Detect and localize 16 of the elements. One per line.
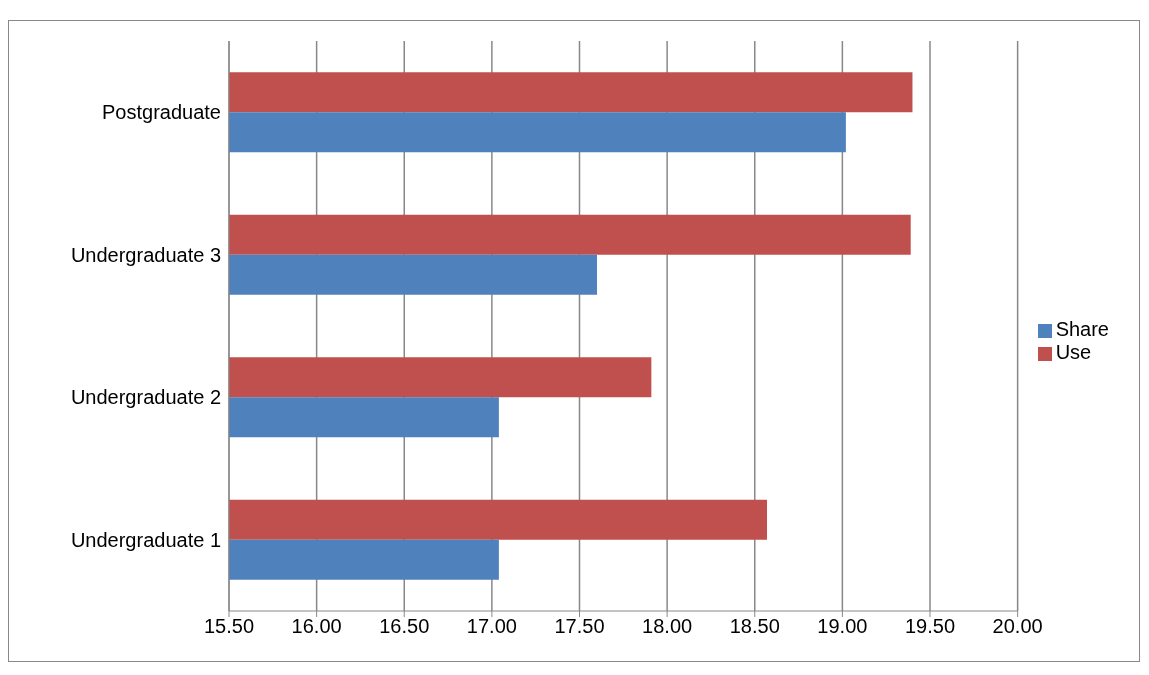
- x-tick-label: 16.50: [379, 615, 430, 638]
- x-tick-label: 19.00: [817, 615, 868, 638]
- x-tick-label: 17.00: [466, 615, 517, 638]
- x-tick-label: 18.50: [729, 615, 780, 638]
- x-tick-label: 16.00: [291, 615, 342, 638]
- legend-label: Share: [1055, 318, 1109, 340]
- y-tick-label: Undergraduate 2: [70, 386, 221, 409]
- legend-label: Use: [1055, 341, 1092, 363]
- x-tick-label: 17.50: [554, 615, 605, 638]
- y-tick-label: Postgraduate: [102, 101, 221, 124]
- x-tick-label: 18.00: [642, 615, 693, 638]
- y-tick-label: Undergraduate 1: [70, 528, 221, 551]
- y-tick-label: Undergraduate 3: [70, 243, 221, 266]
- x-tick-label: 19.50: [904, 615, 956, 638]
- x-tick-label: 15.50: [203, 615, 255, 638]
- x-tick-label: 20.00: [992, 615, 1043, 638]
